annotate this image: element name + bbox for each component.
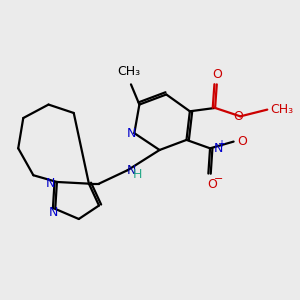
Text: O: O: [234, 110, 244, 123]
Text: N: N: [46, 177, 55, 190]
Text: −: −: [214, 174, 223, 184]
Text: N: N: [213, 142, 223, 155]
Text: CH₃: CH₃: [271, 103, 294, 116]
Text: O: O: [237, 135, 247, 148]
Text: H: H: [133, 168, 142, 181]
Text: N: N: [126, 164, 136, 177]
Text: O: O: [212, 68, 222, 81]
Text: N: N: [126, 127, 136, 140]
Text: O: O: [207, 178, 217, 190]
Text: +: +: [217, 139, 225, 149]
Text: CH₃: CH₃: [118, 65, 141, 78]
Text: N: N: [49, 206, 58, 219]
